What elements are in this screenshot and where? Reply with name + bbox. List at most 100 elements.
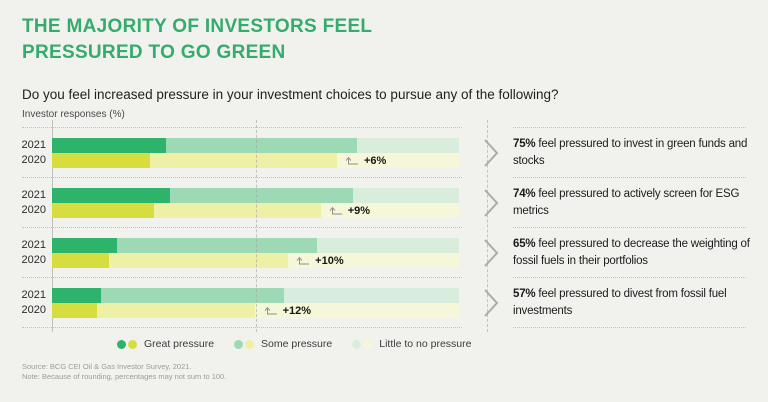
text-column-guide-line bbox=[487, 120, 488, 332]
bar-2020-group-2 bbox=[52, 203, 459, 218]
delta-value: +9% bbox=[347, 204, 371, 217]
bar-segment-great-pressure bbox=[52, 253, 109, 268]
statement-percent: 75% bbox=[513, 138, 536, 150]
statement-group-4: 57% feel pressured to divest from fossil… bbox=[513, 286, 765, 320]
delta-value: +12% bbox=[282, 304, 312, 317]
bar-segment-little-to-no-pressure bbox=[357, 138, 459, 153]
bar-segment-some-pressure bbox=[170, 188, 354, 203]
group-separator-line bbox=[513, 327, 746, 328]
delta-value: +6% bbox=[364, 154, 387, 167]
legend-item-some-pressure: Some pressure bbox=[234, 338, 332, 350]
group-separator-line bbox=[513, 277, 746, 278]
delta-arrow-icon bbox=[264, 306, 277, 315]
bar-segment-some-pressure bbox=[117, 238, 317, 253]
bar-segment-little-to-no-pressure bbox=[255, 303, 459, 318]
bar-segment-great-pressure bbox=[52, 153, 150, 168]
bar-segment-some-pressure bbox=[108, 253, 289, 268]
statement-group-2: 74% feel pressured to actively screen fo… bbox=[513, 186, 765, 220]
group-separator-line bbox=[22, 327, 462, 328]
delta-callout: +10% bbox=[294, 253, 344, 268]
legend-item-great-pressure: Great pressure bbox=[117, 338, 214, 350]
delta-callout: +9% bbox=[327, 203, 370, 218]
year-label-2021: 2021 bbox=[21, 289, 46, 301]
chevron-right-icon bbox=[481, 287, 501, 324]
statement-group-1: 75% feel pressured to invest in green fu… bbox=[513, 136, 765, 170]
statement-text: feel pressured to divest from fossil fue… bbox=[513, 288, 727, 317]
bar-segment-some-pressure bbox=[153, 203, 321, 218]
green-dot-icon bbox=[117, 339, 126, 349]
green-dot-icon bbox=[234, 339, 244, 349]
chevron-right-icon bbox=[481, 237, 501, 274]
bar-segment-great-pressure bbox=[52, 288, 101, 303]
bar-segment-great-pressure bbox=[52, 203, 154, 218]
statement-text: feel pressured to invest in green funds … bbox=[513, 138, 748, 167]
delta-arrow-icon bbox=[296, 256, 310, 265]
bar-2021-group-3 bbox=[52, 238, 459, 253]
rounding-note-line: Note: Because of rounding, percentages m… bbox=[22, 372, 227, 381]
statement-group-3: 65% feel pressured to decrease the weigh… bbox=[513, 236, 765, 270]
yellow-dot-icon bbox=[363, 339, 373, 349]
bar-2020-group-1 bbox=[52, 153, 459, 168]
bar-segment-little-to-no-pressure bbox=[320, 203, 459, 218]
group-separator-line bbox=[22, 177, 462, 178]
bar-segment-great-pressure bbox=[52, 238, 118, 253]
statement-percent: 57% bbox=[513, 288, 536, 300]
legend-swatch-pair bbox=[234, 339, 255, 349]
chart-legend: Great pressure Some pressure Little to n… bbox=[117, 338, 491, 350]
year-label-2021: 2021 bbox=[21, 139, 46, 151]
yellow-dot-icon bbox=[245, 339, 255, 349]
yellow-dot-icon bbox=[128, 339, 137, 349]
delta-callout: +6% bbox=[343, 153, 386, 168]
bar-segment-little-to-no-pressure bbox=[316, 238, 459, 253]
bar-segment-great-pressure bbox=[52, 303, 97, 318]
statement-text: feel pressured to actively screen for ES… bbox=[513, 188, 740, 217]
source-line: Source: BCG CEI Oil & Gas Investor Surve… bbox=[22, 362, 192, 371]
group-separator-line bbox=[513, 227, 746, 228]
year-label-2021: 2021 bbox=[21, 189, 46, 201]
legend-item-little-pressure: Little to no pressure bbox=[352, 338, 471, 350]
group-separator-line bbox=[513, 177, 746, 178]
legend-label: Little to no pressure bbox=[379, 338, 472, 350]
bar-segment-little-to-no-pressure bbox=[283, 288, 459, 303]
year-label-2020: 2020 bbox=[21, 254, 46, 266]
bar-segment-great-pressure bbox=[52, 138, 166, 153]
statement-percent: 65% bbox=[513, 238, 536, 250]
bar-segment-some-pressure bbox=[165, 138, 358, 153]
statement-text: feel pressured to decrease the weighting… bbox=[513, 238, 750, 267]
bar-segment-little-to-no-pressure bbox=[336, 153, 459, 168]
bar-segment-some-pressure bbox=[96, 303, 256, 318]
page-title: THE MAJORITY OF INVESTORS FEEL PRESSURED… bbox=[22, 16, 373, 63]
year-label-2021: 2021 bbox=[21, 239, 46, 251]
fifty-percent-guide-line bbox=[256, 120, 257, 332]
legend-swatch-pair bbox=[117, 339, 137, 349]
source-note: Source: BCG CEI Oil & Gas Investor Surve… bbox=[22, 362, 226, 382]
chevron-right-icon bbox=[481, 137, 501, 174]
group-separator-line bbox=[22, 227, 462, 228]
bar-2020-group-4 bbox=[52, 303, 459, 318]
delta-value: +10% bbox=[315, 254, 344, 267]
bar-segment-great-pressure bbox=[52, 188, 171, 203]
bar-2021-group-1 bbox=[52, 138, 459, 153]
chart-baseline-axis bbox=[52, 120, 53, 332]
group-separator-line bbox=[22, 127, 462, 128]
bar-segment-some-pressure bbox=[100, 288, 284, 303]
delta-arrow-icon bbox=[329, 206, 342, 215]
year-label-2020: 2020 bbox=[21, 154, 46, 166]
bar-segment-some-pressure bbox=[149, 153, 337, 168]
axis-label: Investor responses (%) bbox=[22, 109, 125, 120]
delta-callout: +12% bbox=[262, 303, 311, 318]
legend-label: Some pressure bbox=[261, 338, 333, 350]
survey-question: Do you feel increased pressure in your i… bbox=[22, 87, 559, 102]
chevron-right-icon bbox=[481, 187, 501, 224]
bar-2021-group-2 bbox=[52, 188, 459, 203]
bar-2020-group-3 bbox=[52, 253, 459, 268]
statement-percent: 74% bbox=[513, 188, 536, 200]
group-separator-line bbox=[22, 277, 462, 278]
green-dot-icon bbox=[352, 339, 362, 349]
legend-label: Great pressure bbox=[144, 338, 215, 350]
bar-2021-group-4 bbox=[52, 288, 459, 303]
bar-segment-little-to-no-pressure bbox=[353, 188, 459, 203]
group-separator-line bbox=[513, 127, 746, 128]
legend-swatch-pair bbox=[352, 339, 373, 349]
